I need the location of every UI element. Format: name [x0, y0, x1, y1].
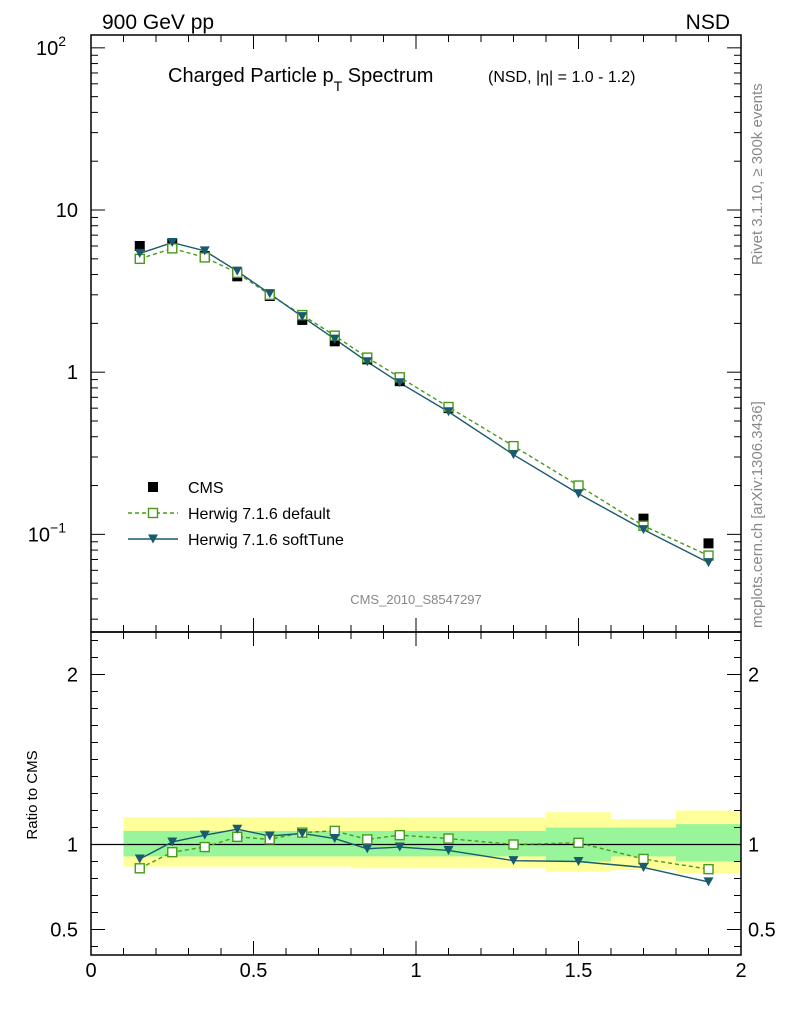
rivet-label: Rivet 3.1.10, ≥ 300k events	[749, 83, 766, 265]
ratio-ytick-label: 1	[67, 835, 78, 857]
softtune-point	[703, 558, 714, 568]
softtune-point	[638, 525, 649, 535]
ratio-default-point	[508, 839, 519, 850]
softtune-point	[297, 312, 308, 322]
analysis-watermark: CMS_2010_S8547297	[350, 592, 482, 607]
header-right: NSD	[686, 11, 730, 34]
softtune-point	[199, 246, 210, 256]
green-band-bin	[611, 827, 676, 857]
main-ytick-base: 10	[36, 38, 58, 60]
ratio-softtune-point	[443, 845, 454, 855]
ratio-softtune-point	[232, 824, 243, 834]
softtune-point	[264, 289, 275, 299]
ratio-frame: 0.5 0.5 1 1 2 2 0 0.5 1 1.5 2	[50, 631, 776, 982]
main-ytick-label: 1	[67, 362, 78, 384]
xtick-label: 0	[85, 960, 96, 982]
ratio-default-point	[443, 833, 454, 844]
cms-point	[638, 513, 649, 524]
ratio-softtune-point	[573, 857, 584, 866]
ratio-ytick-label: 0.5	[50, 920, 78, 942]
main-ytick-label: 10	[56, 200, 78, 222]
softtune-point	[329, 334, 340, 344]
ratio-softtune-point	[508, 856, 519, 866]
main-series	[134, 238, 714, 568]
ratio-softtune-point	[394, 842, 405, 852]
xtick-label: 1.5	[565, 960, 593, 982]
title-subscript: T	[334, 78, 343, 94]
ratio-softtune-point	[638, 862, 649, 872]
main-title: Charged Particle pT Spectrum	[168, 65, 433, 94]
ratio-softtune-point	[703, 877, 714, 887]
legend: CMS Herwig 7.1.6 default Herwig 7.1.6 soft…	[128, 480, 344, 549]
main-ytick-base: 10	[28, 524, 50, 546]
cms-point	[703, 538, 714, 549]
ratio-ytick-label: 2	[67, 665, 78, 687]
softtune-point	[167, 238, 178, 248]
ratio-softtune-line	[139, 828, 709, 883]
softtune-point	[573, 489, 584, 499]
ratio-default-point	[167, 846, 178, 858]
green-band-bin	[676, 824, 741, 862]
softtune-point	[362, 357, 373, 367]
ratio-softtune-point	[297, 828, 308, 838]
softtune-point	[134, 248, 145, 258]
ratio-ytick-label-right: 1	[748, 835, 759, 857]
ratio-default-point	[638, 853, 649, 865]
default-line	[139, 247, 709, 557]
main-ytick-label: 102	[36, 33, 66, 60]
ratio-default-point	[703, 863, 714, 875]
header-left: 900 GeV pp	[102, 11, 214, 34]
ratio-axes-box	[90, 631, 742, 956]
ratio-softtune-point	[134, 854, 145, 864]
mcplots-label: mcplots.cern.ch [arXiv:1306.3436]	[749, 401, 766, 628]
cms-point	[134, 240, 145, 251]
default-point	[508, 440, 519, 452]
softtune-point	[508, 450, 519, 460]
ratio-default-point	[134, 863, 145, 874]
ratio-softtune-point	[264, 831, 275, 841]
xtick-label: 1	[410, 960, 421, 982]
main-ytick-exp: −1	[50, 519, 66, 535]
title-main: Charged Particle p	[168, 65, 334, 87]
softtune-line	[139, 241, 709, 564]
main-ytick-label: 10−1	[28, 519, 66, 546]
ratio-softtune-point	[167, 837, 178, 847]
legend-label: CMS	[188, 480, 224, 497]
ratio-default-point	[394, 829, 405, 841]
legend-cms-marker	[148, 482, 158, 492]
softtune-point	[394, 378, 405, 388]
softtune-point	[443, 407, 454, 417]
title-small: (NSD, |η| = 1.0 - 1.2)	[488, 69, 635, 86]
xtick-label: 0.5	[240, 960, 268, 982]
default-point	[573, 480, 584, 491]
ratio-softtune-point	[329, 834, 340, 844]
ratio-ytick-label-right: 2	[748, 665, 759, 687]
ratio-series	[134, 824, 714, 887]
ratio-ytick-label-right: 0.5	[748, 920, 776, 942]
main-ytick-base: 1	[67, 362, 78, 384]
ratio-default-point	[362, 834, 373, 845]
legend-label: Herwig 7.1.6 default	[188, 506, 331, 523]
xtick-label: 2	[735, 960, 746, 982]
softtune-point	[232, 266, 243, 276]
ratio-default-line	[139, 830, 709, 870]
green-band-bin	[123, 830, 156, 857]
ratio-ylabel: Ratio to CMS	[24, 750, 41, 839]
main-ytick-base: 10	[56, 200, 78, 222]
ratio-default-point	[573, 837, 584, 848]
legend-default-marker	[147, 507, 159, 519]
ratio-softtune-point	[362, 844, 373, 854]
legend-label: Herwig 7.1.6 softTune	[188, 532, 344, 549]
ratio-softtune-point	[199, 830, 210, 840]
ratio-default-point	[199, 841, 210, 853]
title-tail: Spectrum	[342, 65, 433, 87]
legend-softtune-marker	[148, 534, 158, 544]
main-ytick-exp: 2	[58, 33, 66, 49]
